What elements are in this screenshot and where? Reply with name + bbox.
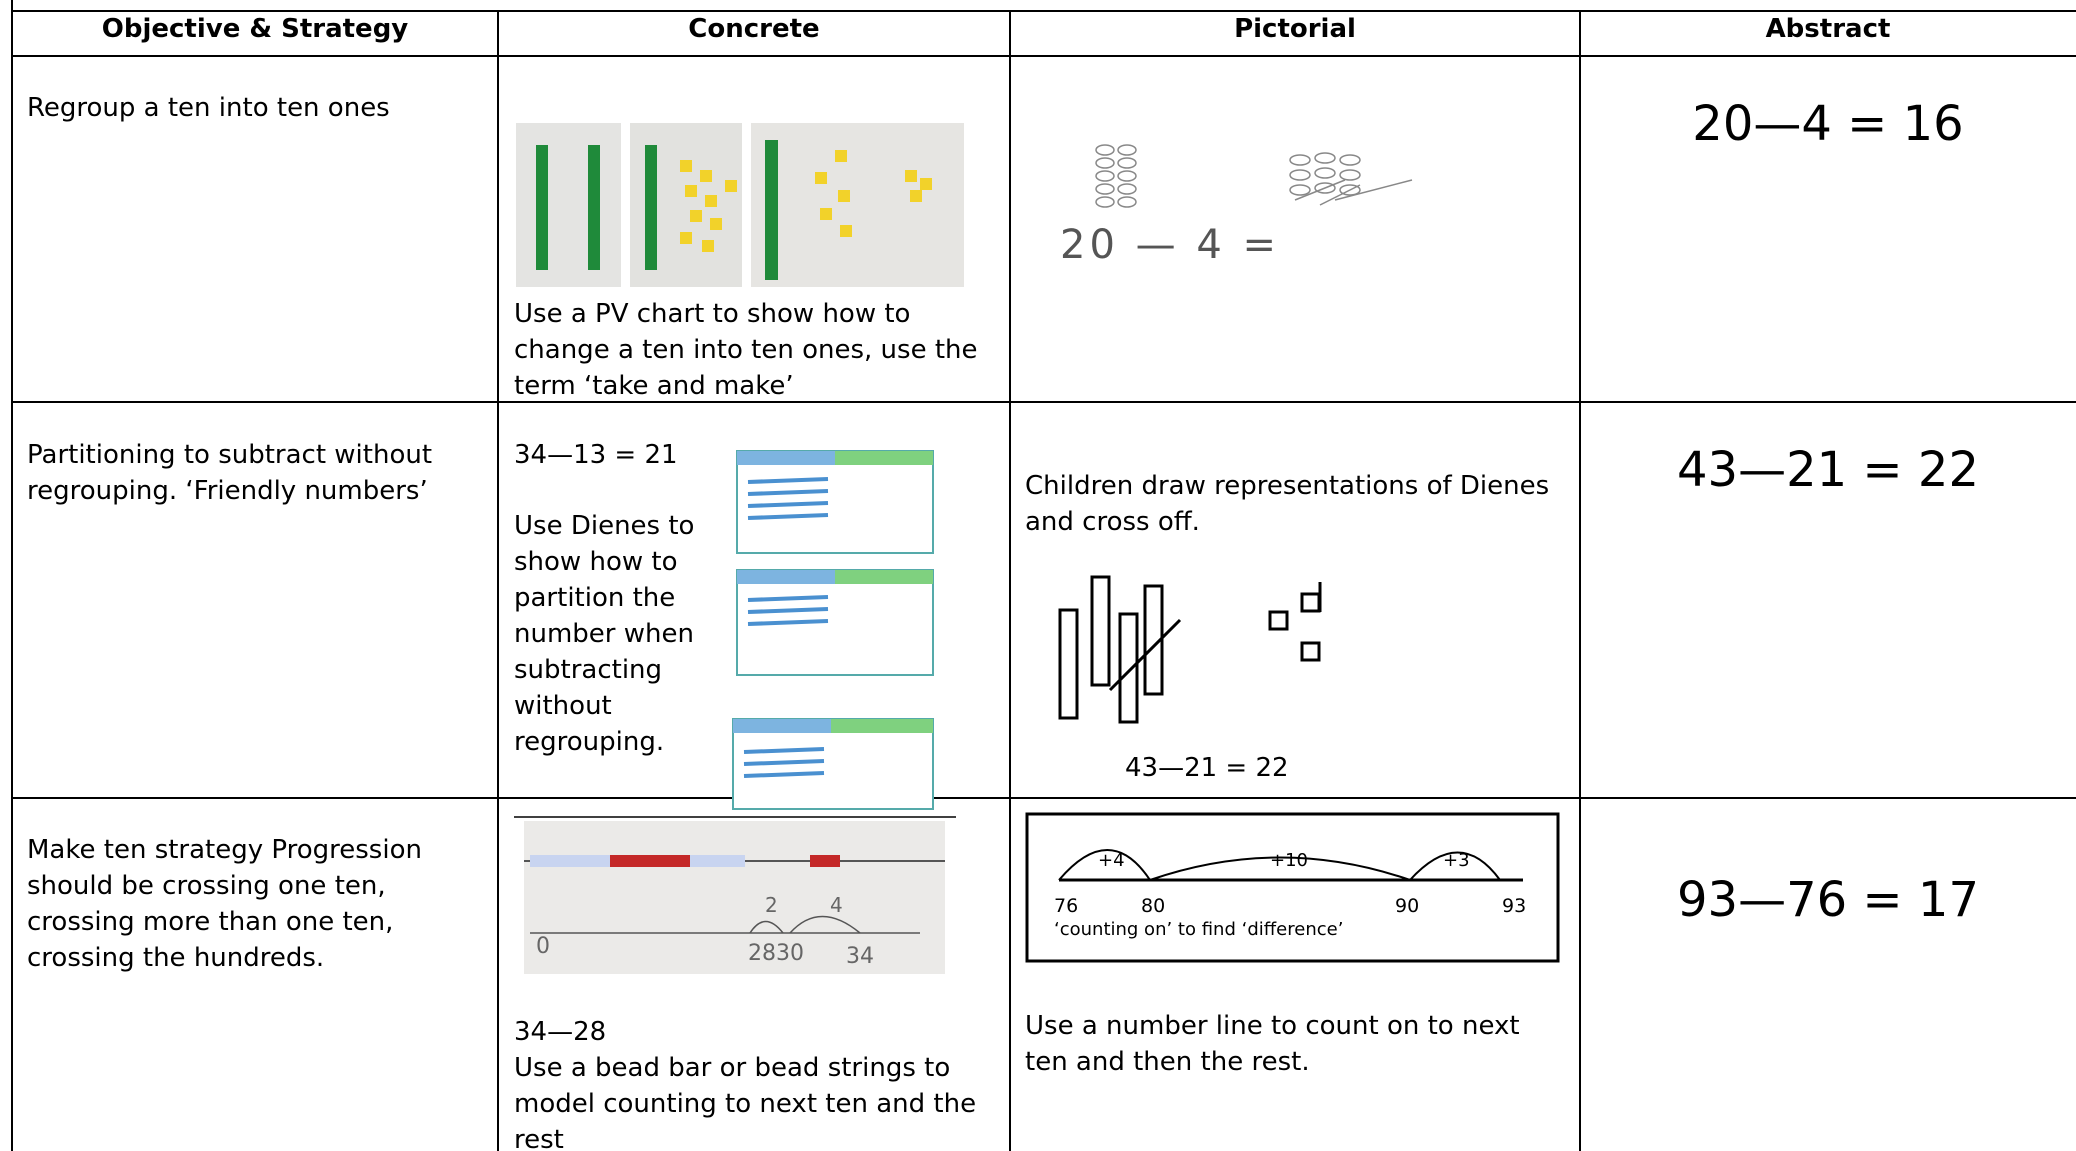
concrete-text: Use a PV chart to show how to change a t…	[514, 299, 978, 401]
number-label: 0	[536, 934, 550, 959]
header-cell: Pictorial	[1234, 14, 1356, 44]
number-line-figure: +4 +10 +3 76 80 90 93 ‘counting on’ to f…	[1025, 812, 1560, 963]
header-cell: Objective & Strategy	[101, 14, 409, 44]
header-cell: Concrete	[688, 14, 820, 44]
concrete-equation: 34—28	[514, 1017, 607, 1047]
number-label: 30	[776, 941, 804, 966]
objective: Partitioning to subtract without regroup…	[27, 440, 433, 506]
pictorial-equation: 43—21 = 22	[1125, 753, 1289, 783]
concrete-text: Use a bead bar or bead strings to model …	[514, 1053, 977, 1151]
abstract-equation: 93—76 = 17	[1677, 872, 1979, 928]
jump-label: 4	[830, 893, 843, 917]
jump-label: 2	[765, 893, 778, 917]
concrete-text: Use Dienes to show how to partition the …	[514, 511, 695, 757]
number-label: 28	[748, 941, 776, 966]
jump-label: +3	[1443, 850, 1470, 871]
dienes-photos	[516, 123, 964, 287]
number-label: 90	[1395, 895, 1419, 917]
pictorial-text: Children draw representations of Dienes …	[1025, 471, 1550, 537]
pv-charts	[732, 450, 934, 810]
abstract-equation: 20—4 = 16	[1692, 96, 1964, 152]
figure-caption: ‘counting on’ to find ‘difference’	[1054, 919, 1343, 940]
drawn-equation: 20 — 4 =	[1060, 222, 1280, 268]
dienes-drawing	[1058, 575, 1322, 724]
number-label: 76	[1054, 895, 1078, 917]
abstract-equation: 43—21 = 22	[1677, 442, 1979, 498]
jump-label: +4	[1098, 850, 1125, 871]
objective: Make ten strategy Progression should be …	[27, 835, 422, 973]
number-label: 34	[846, 944, 874, 969]
objective: Regroup a ten into ten ones	[27, 93, 390, 123]
table-grid	[11, 0, 2076, 1151]
number-label: 80	[1141, 895, 1165, 917]
header-cell: Abstract	[1765, 14, 1891, 44]
pictorial-text: Use a number line to count on to next te…	[1025, 1011, 1520, 1077]
bead-photo: 0 28 30 34 2 4	[524, 821, 945, 974]
jump-label: +10	[1270, 850, 1308, 871]
number-label: 93	[1502, 895, 1526, 917]
loop-drawings	[1095, 144, 1413, 208]
concrete-equation: 34—13 = 21	[514, 440, 678, 470]
